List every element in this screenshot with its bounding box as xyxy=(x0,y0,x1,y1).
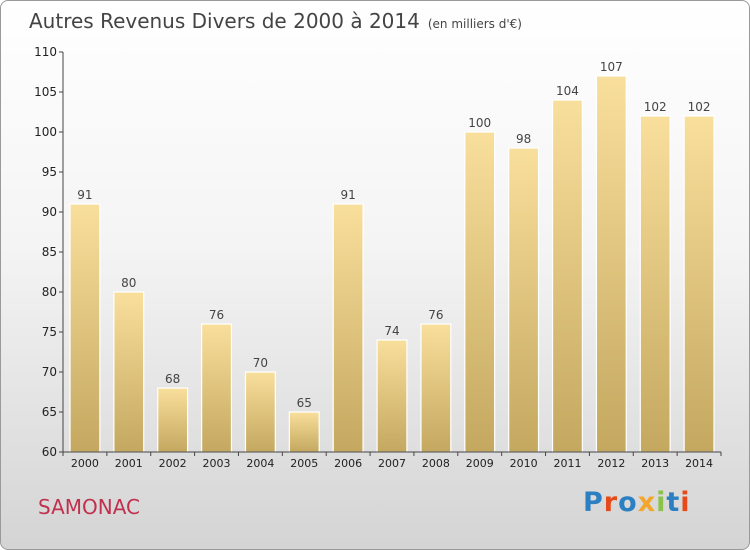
bar-2011 xyxy=(551,99,583,453)
y-tick-label-60: 60 xyxy=(42,445,57,459)
data-label-2012: 107 xyxy=(600,60,623,74)
y-tick-label-95: 95 xyxy=(42,165,57,179)
data-label-2009: 100 xyxy=(468,116,491,130)
x-tick-label-2001: 2001 xyxy=(115,457,143,470)
y-tick-label-65: 65 xyxy=(42,405,57,419)
logo-letter: i xyxy=(680,487,691,518)
data-label-2014: 102 xyxy=(688,100,711,114)
x-tick-label-2000: 2000 xyxy=(71,457,99,470)
chart-title-text: Autres Revenus Divers de 2000 à 2014 xyxy=(29,9,420,33)
y-tick-label-105: 105 xyxy=(34,85,57,99)
x-tick-label-2008: 2008 xyxy=(422,457,450,470)
bar-2004 xyxy=(244,371,276,453)
bar-2013 xyxy=(639,115,671,453)
proxiti-logo: Proxiti xyxy=(583,487,691,518)
y-tick-label-70: 70 xyxy=(42,365,57,379)
bar-2006 xyxy=(332,203,364,453)
y-tick-label-100: 100 xyxy=(34,125,57,139)
logo-letter: x xyxy=(637,487,657,518)
x-tick-label-2009: 2009 xyxy=(466,457,494,470)
data-label-2010: 98 xyxy=(516,132,531,146)
logo-letter: i xyxy=(656,487,667,518)
data-label-2005: 65 xyxy=(297,396,312,410)
data-labels-group: 91 80 68 76 70 65 91 74 76 100 98 104 107 102 102 xyxy=(77,60,710,410)
bar-2009 xyxy=(464,131,496,453)
data-label-2000: 91 xyxy=(77,188,92,202)
bar-2008 xyxy=(420,323,452,453)
data-label-2011: 104 xyxy=(556,84,579,98)
x-tick-label-2013: 2013 xyxy=(641,457,669,470)
data-label-2004: 70 xyxy=(253,356,268,370)
x-tick-label-2004: 2004 xyxy=(246,457,274,470)
x-tick-label-2010: 2010 xyxy=(510,457,538,470)
data-label-2001: 80 xyxy=(121,276,136,290)
town-name: SAMONAC xyxy=(38,495,141,519)
logo-letter: r xyxy=(603,487,619,518)
bar-2012 xyxy=(595,75,627,453)
y-tick-label-110: 110 xyxy=(34,45,57,59)
data-label-2007: 74 xyxy=(384,324,399,338)
bar-2014 xyxy=(683,115,715,453)
x-tick-label-2003: 2003 xyxy=(203,457,231,470)
data-label-2008: 76 xyxy=(428,308,443,322)
bar-2010 xyxy=(508,147,540,453)
x-tick-label-2014: 2014 xyxy=(685,457,713,470)
x-tick-label-2011: 2011 xyxy=(553,457,581,470)
data-label-2003: 76 xyxy=(209,308,224,322)
y-tick-label-75: 75 xyxy=(42,325,57,339)
x-tick-label-2012: 2012 xyxy=(597,457,625,470)
bar-2007 xyxy=(376,339,408,453)
bar-2003 xyxy=(201,323,233,453)
bar-2005 xyxy=(288,411,320,453)
y-tick-label-90: 90 xyxy=(42,205,57,219)
logo-letter: P xyxy=(583,487,604,518)
data-label-2013: 102 xyxy=(644,100,667,114)
bar-2000 xyxy=(69,203,101,453)
logo-letter: o xyxy=(618,487,638,518)
bar-2001 xyxy=(113,291,145,453)
data-label-2002: 68 xyxy=(165,372,180,386)
data-label-2006: 91 xyxy=(340,188,355,202)
x-tick-label-2006: 2006 xyxy=(334,457,362,470)
chart-title: Autres Revenus Divers de 2000 à 2014 (en … xyxy=(29,9,522,33)
x-tick-label-2005: 2005 xyxy=(290,457,318,470)
y-tick-label-80: 80 xyxy=(42,285,57,299)
x-tick-label-2002: 2002 xyxy=(159,457,187,470)
bar-2002 xyxy=(157,387,189,453)
chart-subtitle: (en milliers d'€) xyxy=(427,17,522,31)
axes-group: 2000 2001 2002 2003 2004 2005 2006 2007 2008 2009… xyxy=(34,45,722,470)
logo-letter: t xyxy=(666,487,681,518)
x-tick-label-2007: 2007 xyxy=(378,457,406,470)
bars-group xyxy=(69,75,715,453)
y-tick-label-85: 85 xyxy=(42,245,57,259)
